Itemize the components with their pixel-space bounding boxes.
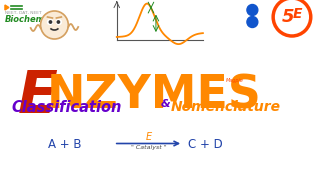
Text: NZYMES: NZYMES — [46, 73, 261, 118]
Polygon shape — [5, 5, 9, 10]
Text: Biochemistry: Biochemistry — [5, 15, 67, 24]
Text: Nomenclature: Nomenclature — [170, 100, 280, 114]
Circle shape — [247, 4, 258, 15]
Circle shape — [57, 21, 60, 23]
Circle shape — [49, 21, 52, 23]
Circle shape — [247, 17, 258, 28]
Text: E: E — [293, 7, 303, 21]
Circle shape — [41, 11, 68, 39]
Text: Magpie: Magpie — [226, 78, 244, 83]
Text: NEET, DAT, NEET: NEET, DAT, NEET — [5, 11, 42, 15]
Text: Classification: Classification — [12, 100, 122, 115]
Circle shape — [47, 19, 52, 24]
Text: 5: 5 — [282, 8, 294, 26]
Text: C + D: C + D — [188, 138, 223, 151]
Circle shape — [56, 19, 61, 24]
Text: " Catalyst ": " Catalyst " — [131, 145, 166, 150]
Text: E: E — [18, 68, 58, 125]
Text: &: & — [160, 99, 170, 109]
Text: A + B: A + B — [47, 138, 81, 151]
Text: E: E — [145, 132, 151, 142]
